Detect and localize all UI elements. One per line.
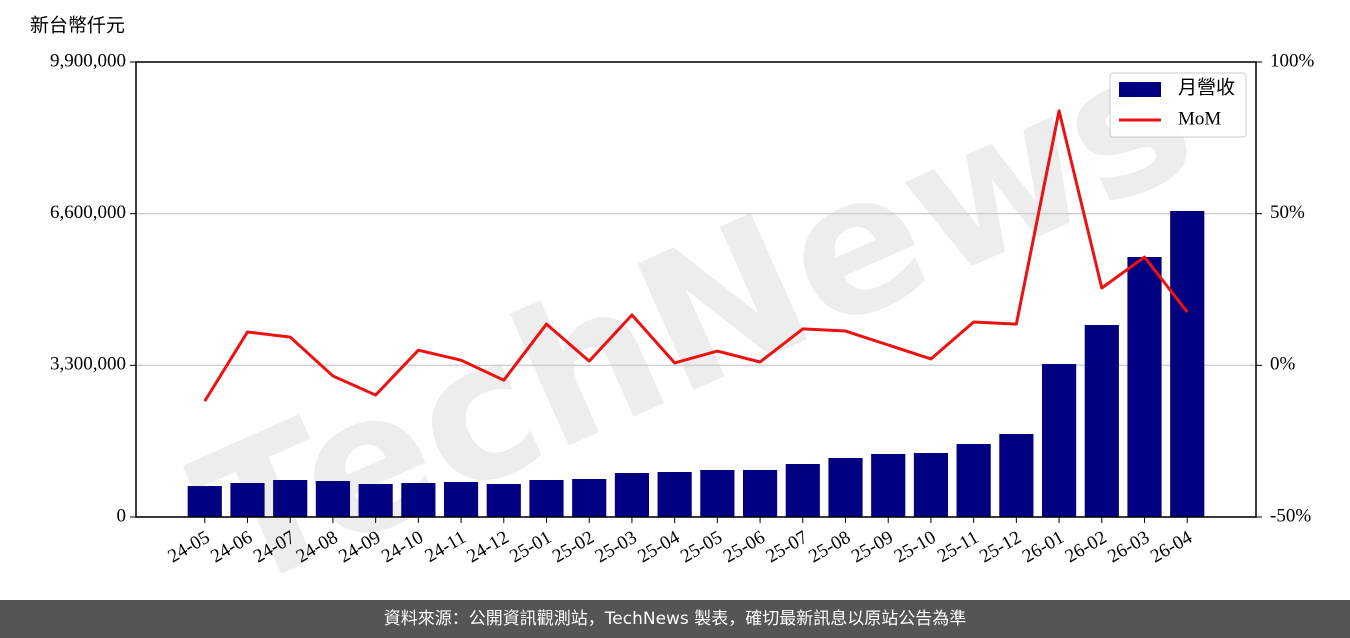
bar <box>828 457 863 517</box>
bar <box>742 469 778 517</box>
x-tick-label: 25-04 <box>634 527 683 568</box>
y-tick-label: 3,300,000 <box>50 354 126 375</box>
bar <box>913 452 949 517</box>
bar <box>187 486 222 517</box>
bar <box>785 464 820 517</box>
x-tick-label: 26-03 <box>1104 527 1153 567</box>
x-tick-label: 24-05 <box>165 527 214 567</box>
x-tick-label: 25-05 <box>677 527 726 567</box>
bar <box>700 469 735 517</box>
plot-frame <box>135 61 1257 518</box>
legend-label: MoM <box>1178 108 1221 129</box>
bar <box>486 484 521 517</box>
y-tick-label: 6,600,000 <box>50 202 126 223</box>
x-tick-label: 25-10 <box>891 527 940 567</box>
bar <box>871 453 906 517</box>
x-tick-label: 25-08 <box>805 527 854 567</box>
y-axis-unit: 新台幣仟元 <box>30 14 125 36</box>
bar <box>1127 257 1162 517</box>
x-tick-label: 25-11 <box>934 527 982 567</box>
bar <box>1041 364 1077 517</box>
x-tick-label: 25-01 <box>506 527 555 567</box>
y-tick-label: 9,900,000 <box>50 50 126 71</box>
bar <box>358 484 393 517</box>
x-tick-label: 25-03 <box>592 527 641 567</box>
y2-tick-label: -50% <box>1270 505 1311 526</box>
legend-swatch <box>1119 82 1161 97</box>
y2-tick-label: 100% <box>1270 50 1315 71</box>
bar <box>273 480 308 517</box>
bar <box>1170 211 1205 517</box>
bar <box>401 482 436 517</box>
x-tick-label: 25-12 <box>976 527 1025 567</box>
chart: 新台幣仟元 TechNews 03,300,0006,600,0009,900,… <box>30 2 1315 600</box>
x-tick-label: 26-01 <box>1019 527 1068 567</box>
x-tick-label: 25-09 <box>848 527 897 567</box>
bar <box>657 472 692 517</box>
x-tick-label: 25-06 <box>720 527 769 567</box>
bar <box>999 433 1034 517</box>
source-footer: 資料來源：公開資訊觀測站，TechNews 製表，確切最新訊息以原站公告為準 <box>0 600 1350 638</box>
legend-label: 月營收 <box>1178 76 1235 98</box>
line <box>203 109 1189 402</box>
bar <box>443 481 479 517</box>
y2-tick-label: 0% <box>1270 354 1296 375</box>
bar <box>614 473 650 517</box>
y2-tick-label: 50% <box>1270 202 1305 223</box>
bar <box>956 444 991 517</box>
bar <box>230 482 265 517</box>
x-tick-label: 25-02 <box>549 527 598 567</box>
bar <box>572 478 607 517</box>
y-tick-label: 0 <box>117 505 127 526</box>
bar <box>1084 324 1119 517</box>
x-tick-label: 25-07 <box>763 527 812 567</box>
bar <box>529 480 564 517</box>
x-tick-label: 26-04 <box>1147 527 1196 568</box>
bar <box>315 481 351 517</box>
x-tick-label: 26-02 <box>1062 527 1111 567</box>
